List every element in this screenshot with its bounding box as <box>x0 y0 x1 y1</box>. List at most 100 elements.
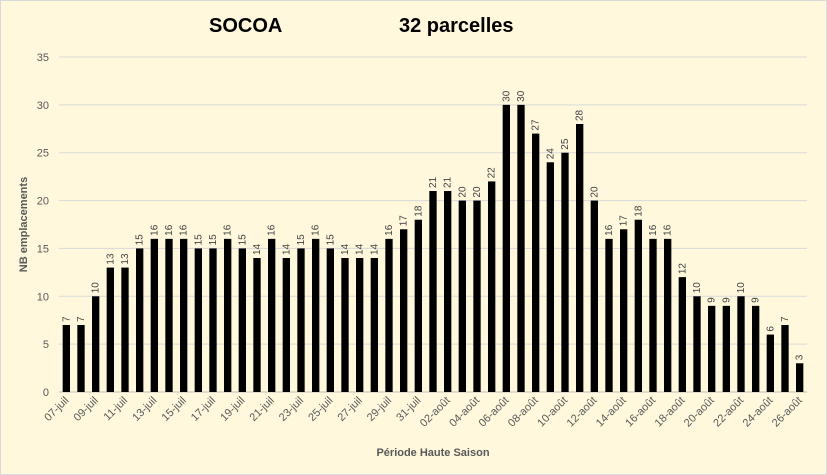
bar <box>752 305 760 392</box>
x-tick-label: 18-août <box>653 395 688 430</box>
bar <box>194 248 202 392</box>
data-label: 14 <box>252 243 263 255</box>
y-tick-label: 35 <box>37 52 49 64</box>
data-label: 7 <box>76 316 87 322</box>
data-label: 16 <box>663 224 674 236</box>
x-tick-label: 14-août <box>594 395 629 430</box>
bar <box>605 238 613 392</box>
x-tick-label: 08-août <box>506 395 541 430</box>
bar <box>473 200 481 392</box>
x-tick-label: 29-juil <box>365 395 394 424</box>
data-label: 13 <box>105 253 116 265</box>
bar <box>326 248 334 392</box>
bar <box>312 238 320 392</box>
data-label: 6 <box>765 326 776 332</box>
y-tick-label: 20 <box>37 196 49 208</box>
x-tick-label: 12-août <box>565 395 600 430</box>
x-tick-label: 09-juil <box>72 395 101 424</box>
bar <box>414 219 422 392</box>
y-tick-label: 5 <box>43 339 49 351</box>
data-label: 16 <box>648 224 659 236</box>
chart-subtitle: 32 parcelles <box>399 15 514 37</box>
bar <box>502 104 510 392</box>
bar <box>238 248 246 392</box>
data-label: 15 <box>296 234 307 246</box>
data-label: 30 <box>516 90 527 102</box>
data-label: 27 <box>531 119 542 131</box>
bar <box>664 238 672 392</box>
data-label: 17 <box>399 215 410 227</box>
x-tick-label: 26-août <box>770 395 805 430</box>
x-tick-label: 16-août <box>623 395 658 430</box>
data-label: 16 <box>384 224 395 236</box>
data-label: 15 <box>237 234 248 246</box>
x-tick-label: 24-août <box>741 395 776 430</box>
bar <box>517 104 525 392</box>
bar <box>488 181 496 392</box>
data-label: 10 <box>692 282 703 294</box>
bar <box>121 267 129 392</box>
y-tick-label: 25 <box>37 148 49 160</box>
bar <box>253 258 261 392</box>
bar <box>224 238 232 392</box>
bar <box>385 238 393 392</box>
data-label: 16 <box>604 224 615 236</box>
x-axis-label: Période Haute Saison <box>376 447 489 459</box>
bar <box>722 305 730 392</box>
x-tick-label: 19-juil <box>218 395 247 424</box>
x-tick-label: 15-juil <box>160 395 189 424</box>
data-label: 7 <box>780 316 791 322</box>
bar <box>165 238 173 392</box>
data-label: 10 <box>91 282 102 294</box>
data-label: 24 <box>545 148 556 160</box>
bar <box>400 229 408 392</box>
data-label: 9 <box>751 297 762 303</box>
bar <box>150 238 158 392</box>
bar <box>590 200 598 392</box>
data-label: 16 <box>223 224 234 236</box>
bar <box>766 334 774 392</box>
data-label: 18 <box>633 205 644 217</box>
bar <box>546 162 554 392</box>
data-label: 12 <box>677 263 688 275</box>
data-label: 22 <box>487 167 498 179</box>
bar <box>268 238 276 392</box>
data-label: 20 <box>457 186 468 198</box>
y-tick-label: 0 <box>43 387 49 399</box>
chart-title: SOCOA <box>209 15 283 37</box>
x-tick-label: 17-juil <box>189 395 218 424</box>
data-label: 28 <box>575 109 586 121</box>
bar <box>429 191 437 392</box>
bar <box>693 296 701 392</box>
x-tick-label: 04-août <box>447 395 482 430</box>
x-tick-label: 02-août <box>418 395 453 430</box>
bar <box>634 219 642 392</box>
bar <box>209 248 217 392</box>
bar <box>77 325 85 392</box>
data-label: 14 <box>281 243 292 255</box>
data-label: 15 <box>135 234 146 246</box>
bar <box>708 305 716 392</box>
data-label: 16 <box>179 224 190 236</box>
bar <box>444 191 452 392</box>
bar <box>62 325 70 392</box>
x-tick-label: 20-août <box>682 395 717 430</box>
data-label: 3 <box>795 354 806 360</box>
bar <box>576 124 584 392</box>
data-label: 21 <box>443 176 454 188</box>
data-label: 9 <box>721 297 732 303</box>
bar <box>282 258 290 392</box>
y-tick-label: 10 <box>37 291 49 303</box>
data-label: 25 <box>560 138 571 150</box>
x-tick-label: 06-août <box>477 395 512 430</box>
bar <box>180 238 188 392</box>
data-label: 16 <box>164 224 175 236</box>
x-tick-label: 27-juil <box>336 395 365 424</box>
data-label: 16 <box>149 224 160 236</box>
x-tick-label: 07-juil <box>42 395 71 424</box>
x-tick-label: 23-juil <box>277 395 306 424</box>
data-label: 15 <box>208 234 219 246</box>
data-label: 15 <box>193 234 204 246</box>
